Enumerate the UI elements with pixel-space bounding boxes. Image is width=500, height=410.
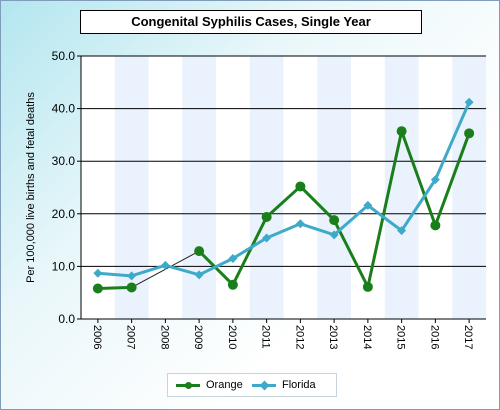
series-line-orange: [265, 184, 302, 219]
data-point-florida: [363, 200, 373, 210]
data-point-orange: [329, 215, 340, 226]
data-point-florida: [194, 270, 204, 280]
x-tick-label: 2006: [91, 325, 103, 349]
data-point-florida: [127, 271, 137, 281]
data-point-orange: [295, 181, 306, 192]
chart-legend: Orange Florida: [167, 373, 337, 397]
legend-swatch-orange: [176, 382, 200, 389]
data-point-florida: [295, 219, 305, 229]
x-tick-label: 2016: [428, 325, 440, 349]
series-line-florida: [400, 178, 437, 233]
series-line-orange: [433, 131, 471, 227]
data-point-florida: [93, 268, 103, 278]
x-tick-label: 2010: [226, 325, 238, 349]
series-line-florida: [130, 263, 167, 278]
data-point-orange: [92, 283, 103, 294]
series-line-orange: [400, 129, 437, 227]
y-tick-label: 0.0: [58, 312, 75, 326]
data-point-orange: [227, 279, 238, 290]
x-tick-label: 2017: [462, 325, 474, 349]
data-point-orange: [261, 211, 272, 222]
data-point-florida: [262, 233, 272, 243]
data-point-florida: [397, 226, 407, 236]
x-tick-label: 2014: [361, 325, 373, 349]
data-point-florida: [464, 97, 474, 107]
data-point-florida: [329, 230, 339, 240]
y-tick-label: 40.0: [52, 102, 76, 116]
plot-band: [182, 56, 216, 319]
series-line-orange: [298, 184, 336, 222]
series-line-florida: [96, 271, 134, 278]
x-tick-label: 2008: [158, 325, 170, 349]
data-point-orange: [396, 126, 407, 137]
series-line-florida: [298, 222, 336, 237]
series-line-florida: [265, 222, 302, 240]
series-line-florida: [433, 100, 471, 182]
x-tick-label: 2012: [293, 325, 305, 349]
series-line-florida: [197, 257, 235, 277]
legend-label-orange: Orange: [206, 379, 243, 391]
plot-band: [249, 56, 284, 319]
x-tick-label: 2011: [260, 325, 272, 349]
series-line-florida: [231, 236, 269, 261]
y-tick-label: 50.0: [52, 49, 76, 63]
chart-title: Congenital Syphilis Cases, Single Year: [80, 10, 422, 34]
data-point-orange: [362, 281, 373, 292]
x-tick-label: 2015: [395, 325, 407, 349]
series-line-orange: [231, 215, 269, 287]
x-tick-label: 2013: [327, 325, 339, 349]
series-line-florida: [332, 203, 370, 237]
y-tick-label: 30.0: [52, 154, 76, 168]
y-axis-label: Per 100,000 live births and fetal deaths: [25, 92, 37, 283]
x-tick-label: 2009: [192, 325, 204, 349]
data-point-florida: [228, 254, 238, 264]
data-point-florida: [430, 175, 440, 185]
plot-band: [317, 56, 351, 319]
y-tick-label: 10.0: [52, 259, 76, 273]
data-point-orange: [464, 128, 475, 139]
data-point-florida: [160, 260, 170, 270]
y-tick-label: 20.0: [52, 207, 76, 221]
plot-band: [452, 56, 486, 319]
data-point-orange: [430, 220, 441, 231]
data-point-orange: [194, 246, 205, 257]
series-line-florida: [163, 263, 201, 277]
series-line-orange: [96, 285, 134, 290]
data-point-orange: [126, 282, 137, 293]
series-line-florida: [366, 203, 404, 233]
legend-swatch-florida: [252, 380, 276, 391]
legend-label-florida: Florida: [282, 379, 316, 391]
series-line-orange: [366, 129, 404, 289]
x-tick-label: 2007: [125, 325, 137, 349]
